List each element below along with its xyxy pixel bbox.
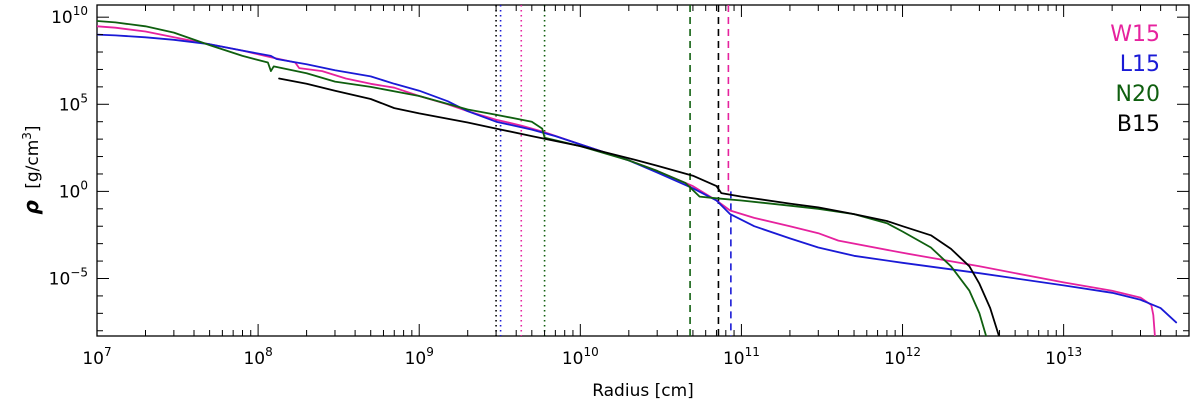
y-tick-label: 105	[59, 91, 88, 115]
y-axis-unit-exponent: 3	[20, 132, 34, 140]
y-axis-label: ρ [g/cm3]	[19, 125, 43, 214]
series-line-l15	[97, 33, 1178, 324]
x-tick-label: 1013	[1045, 345, 1082, 369]
legend: W15 L15 N20 B15	[1110, 22, 1160, 137]
series-lines	[97, 20, 1178, 336]
y-tick-label: 1010	[51, 4, 88, 28]
y-axis-unit-close: ]	[23, 125, 43, 132]
axis-ticks	[96, 5, 1190, 336]
vertical-markers	[495, 5, 732, 336]
series-line-n20	[97, 20, 987, 336]
tick-labels: 107 108 109 1010 1011 1012 1013 1010 105 100 10−5	[49, 4, 1082, 369]
x-tick-label: 1011	[723, 345, 760, 369]
x-tick-label: 109	[405, 345, 434, 369]
legend-item-n20: N20	[1116, 82, 1160, 107]
plot-frame	[96, 4, 1190, 337]
legend-item-w15: W15	[1110, 22, 1160, 47]
x-tick-label: 1010	[562, 345, 599, 369]
y-tick-label: 100	[59, 178, 88, 202]
y-axis-symbol: ρ	[19, 200, 43, 214]
x-tick-label: 108	[243, 345, 272, 369]
series-line-b15	[278, 77, 1000, 336]
x-tick-label: 107	[82, 345, 111, 369]
series-line-w15	[97, 25, 1156, 336]
y-tick-label: 10−5	[49, 265, 88, 289]
legend-item-l15: L15	[1120, 52, 1160, 77]
y-axis-unit: [g/cm	[23, 140, 43, 189]
legend-item-b15: B15	[1117, 112, 1160, 137]
x-axis-label: Radius [cm]	[592, 381, 694, 401]
x-tick-label: 1012	[884, 345, 921, 369]
